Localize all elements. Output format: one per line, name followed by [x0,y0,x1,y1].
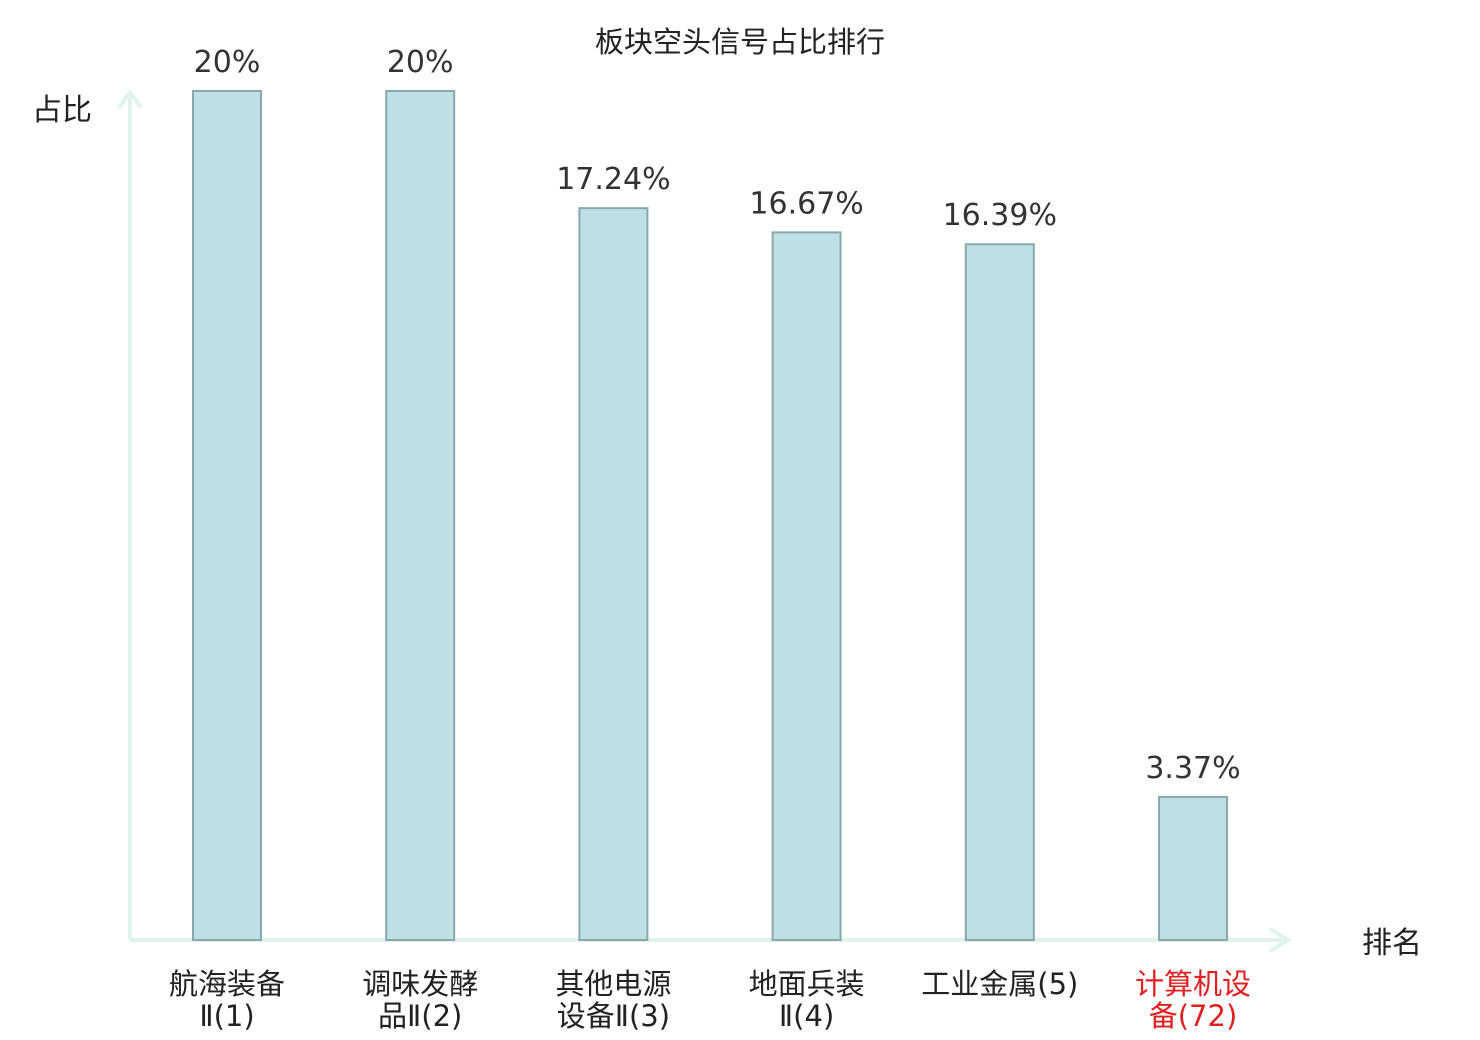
bar-4 [771,231,842,941]
value-label-1: 20% [194,45,261,80]
x-tick-labels: 航海装备 Ⅱ(1) 调味发酵品Ⅱ(2) 其他电源设备Ⅱ(3) 地面兵装 Ⅱ(4) 工业金属(… [169,967,1251,1033]
x-tick-label-3: 其他电源设备Ⅱ(3) [555,967,671,1033]
bar-3 [578,207,649,942]
y-axis-label: 占比 [32,93,92,128]
bar-2 [385,90,456,941]
bar-1 [192,90,262,941]
chart-title: 板块空头信号占比排行 [595,25,885,59]
x-tick-label-2: 调味发酵品Ⅱ(2) [362,967,478,1033]
y-axis [117,88,143,940]
x-axis [130,927,1292,953]
value-label-6: 3.37% [1145,751,1240,786]
x-tick-label-4: 地面兵装 Ⅱ(4) [749,967,865,1033]
value-label-3: 17.24% [556,162,670,197]
x-tick-label-1: 航海装备 Ⅱ(1) [169,967,285,1033]
value-label-4: 16.67% [749,186,863,221]
x-tick-label-6: 计算机设备(72) [1135,967,1251,1033]
x-axis-label: 排名 [1362,926,1422,961]
bar-series [192,90,1228,942]
x-tick-label-5: 工业金属(5) [921,967,1078,1001]
bar-5 [964,243,1035,941]
data-labels: 20% 20% 17.24% 16.67% 16.39% 3.37% [194,45,1241,786]
bar-6 [1158,795,1228,941]
value-label-2: 20% [387,45,454,80]
value-label-5: 16.39% [943,198,1057,233]
